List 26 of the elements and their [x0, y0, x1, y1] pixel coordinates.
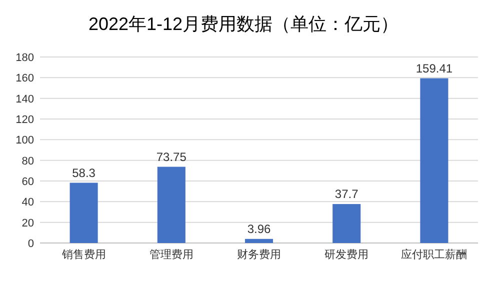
bar: [157, 166, 186, 243]
y-tick-label: 0: [28, 238, 34, 250]
data-label: 3.96: [247, 222, 271, 236]
x-tick-label: 销售费用: [60, 248, 106, 261]
y-tick-label: 160: [16, 72, 34, 85]
data-label: 159.41: [416, 61, 453, 76]
y-tick-label: 120: [16, 114, 34, 126]
data-label: 58.3: [72, 166, 96, 180]
y-tick-label: 20: [22, 217, 34, 230]
y-tick-label: 100: [16, 134, 34, 147]
bar: [244, 238, 274, 243]
bar: [70, 182, 98, 243]
y-tick-label: 60: [22, 176, 34, 188]
y-tick-label: 80: [22, 155, 34, 168]
data-label: 73.75: [156, 150, 187, 164]
x-tick-label: 管理费用: [149, 248, 194, 261]
x-tick-label: 财务费用: [237, 248, 281, 261]
x-tick-label: 应付职工薪酬: [401, 248, 468, 261]
y-tick-label: 40: [22, 196, 34, 209]
y-tick-label: 140: [16, 93, 34, 106]
bar: [420, 78, 448, 243]
data-label: 37.7: [334, 187, 359, 202]
y-tick-label: 180: [16, 52, 34, 64]
chart-title: 2022年1-12月费用数据（单位：亿元）: [88, 14, 399, 34]
x-tick-label: 研发费用: [324, 248, 369, 261]
bar: [332, 204, 361, 243]
